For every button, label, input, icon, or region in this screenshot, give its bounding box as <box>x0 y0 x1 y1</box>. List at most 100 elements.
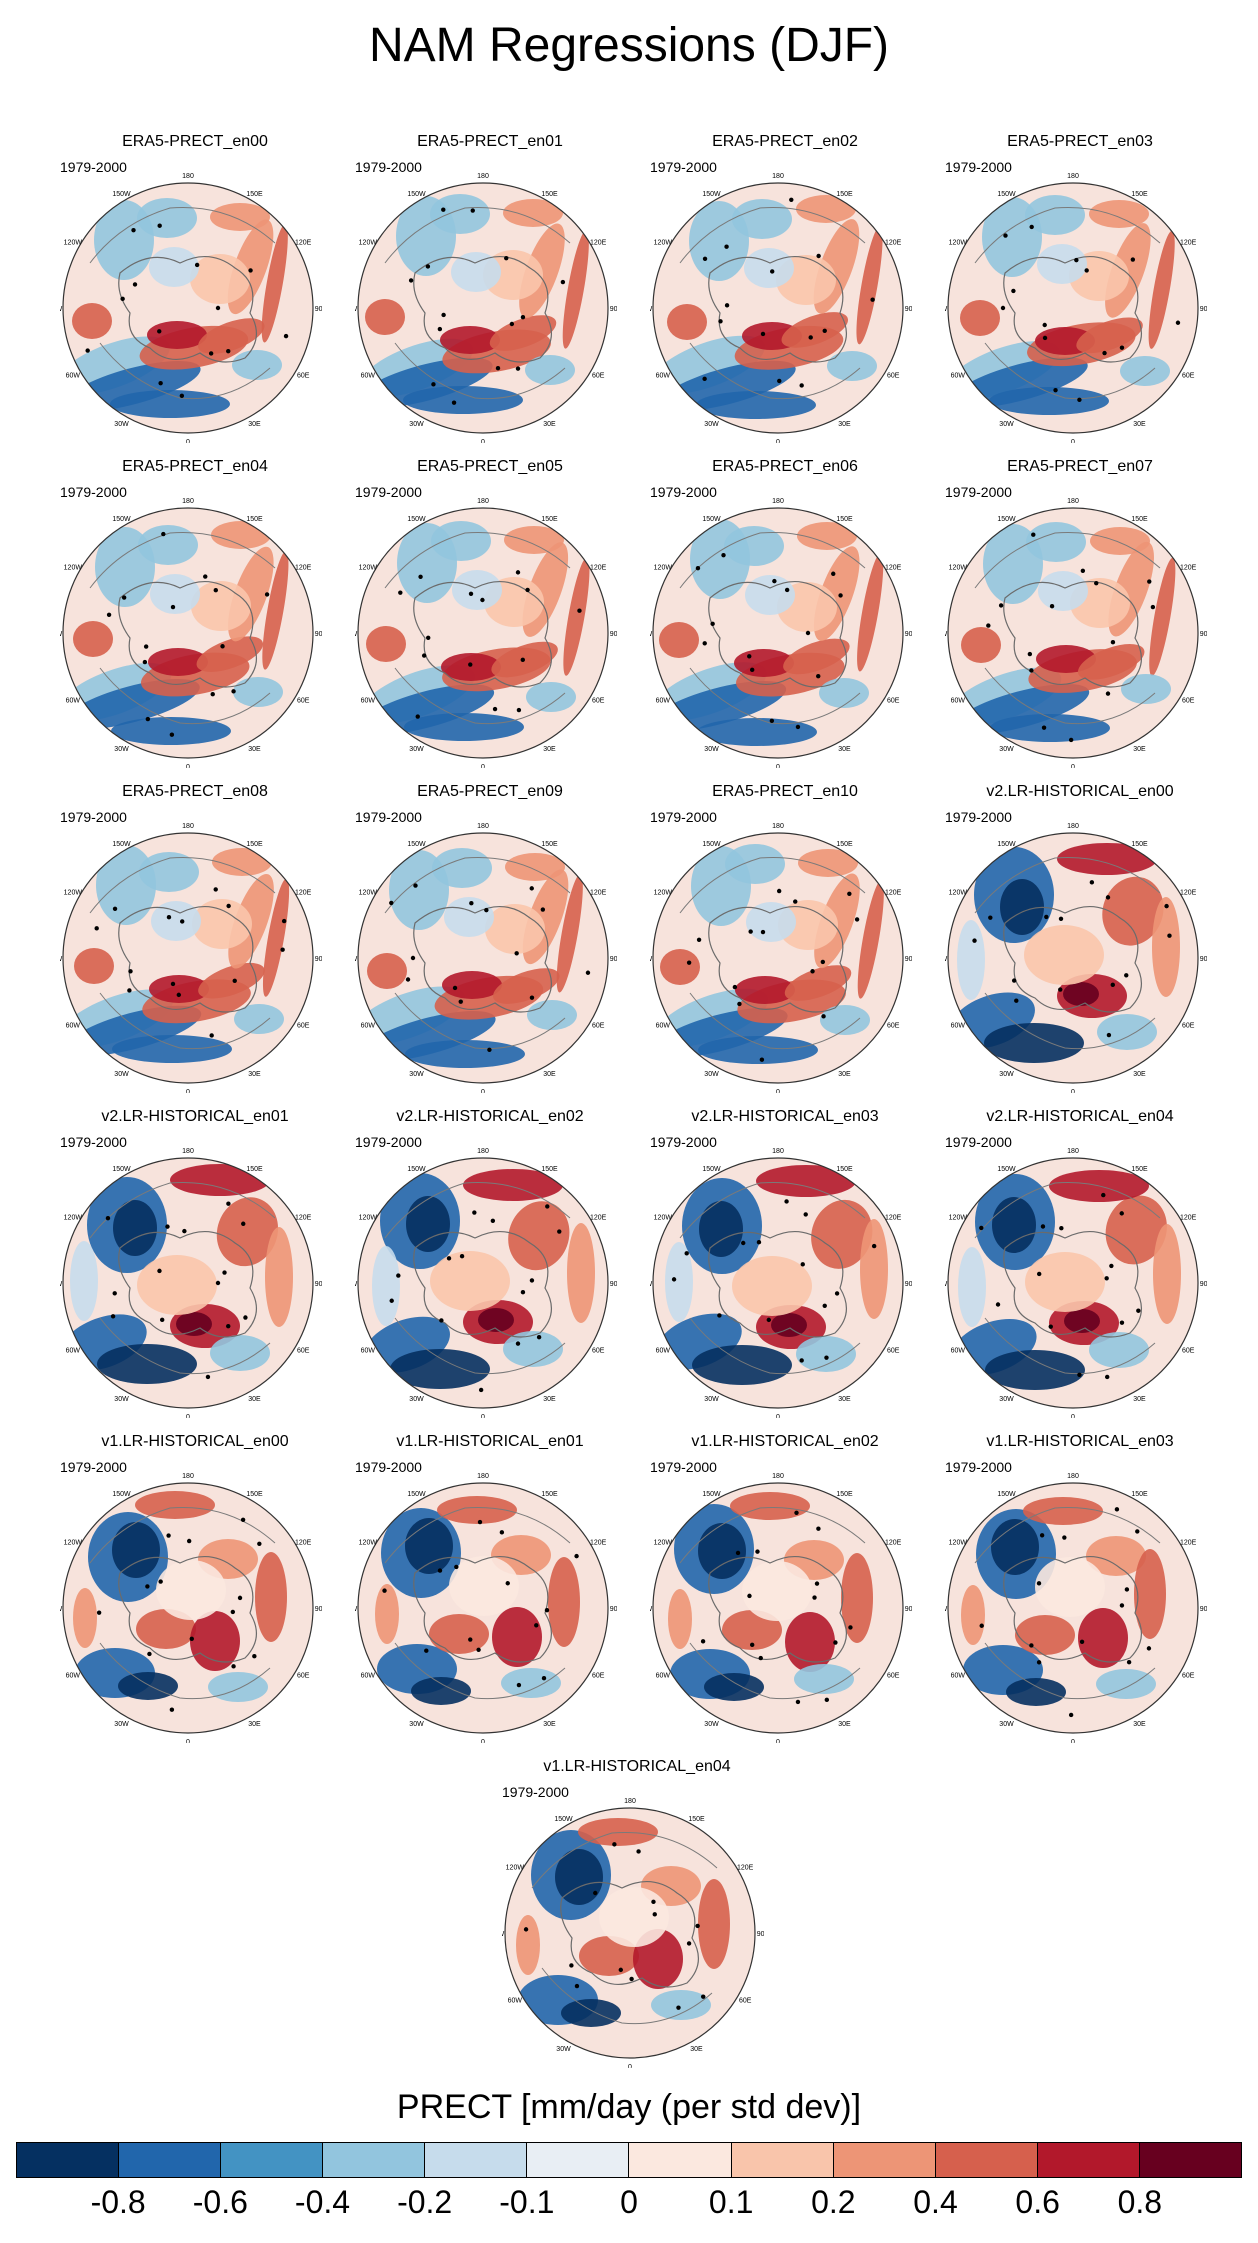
significance-dot <box>1040 1224 1046 1229</box>
anomaly-contour <box>660 949 700 985</box>
anomaly-contour <box>599 1887 669 1947</box>
anomaly-contour <box>525 355 575 385</box>
longitude-label: 90W <box>60 956 63 963</box>
map-panel: ERA5-PRECT_en01 180 150E 120E 90E 60E 30E 0 30W 6… <box>355 133 625 443</box>
longitude-label: 30E <box>1133 746 1146 753</box>
map-boundary <box>652 1157 904 1409</box>
panel-title: v2.LR-HISTORICAL_en04 <box>986 1108 1174 1125</box>
anomaly-contour <box>430 1251 510 1311</box>
longitude-label: 150E <box>836 1166 853 1173</box>
longitude-label: 150W <box>407 1166 426 1173</box>
polar-map: 180 150E 120E 90E 60E 30E 0 30W 60W 90W 120W 150W <box>945 823 1207 1093</box>
longitude-label: 120W <box>64 1215 83 1222</box>
coastline <box>679 856 866 1050</box>
map-panel: v2.LR-HISTORICAL_en01 180 150E 120E 90E 60E 30… <box>60 1108 330 1418</box>
significance-dot <box>1042 335 1048 341</box>
longitude-label: 30E <box>838 1721 851 1728</box>
anomaly-contour <box>503 1331 563 1367</box>
significance-dot <box>1114 1507 1120 1512</box>
significance-dot <box>405 977 411 982</box>
panel-period: 1979-2000 <box>945 1134 1012 1150</box>
panel-title: ERA5-PRECT_en01 <box>417 133 563 150</box>
significance-dot <box>593 1890 598 1896</box>
longitude-label: 180 <box>1067 498 1079 505</box>
significance-dot <box>132 282 138 287</box>
anomaly-contour <box>198 962 265 999</box>
significance-dot <box>96 1610 102 1615</box>
significance-dot <box>1089 880 1095 885</box>
coastline <box>89 856 276 1050</box>
longitude-label: 30E <box>248 1396 261 1403</box>
anomaly-contour <box>113 1200 157 1256</box>
longitude-label: 60E <box>887 1023 900 1030</box>
significance-dot <box>157 223 162 228</box>
longitude-label: 60E <box>297 698 310 705</box>
anomaly-contour <box>957 920 985 1000</box>
longitude-label: 150E <box>688 1816 705 1823</box>
anomaly-contour <box>856 226 883 345</box>
coastline <box>118 581 257 688</box>
significance-dot <box>492 706 498 712</box>
polar-map: 180 150E 120E 90E 60E 30E 0 30W 60W 90W 120W 150W <box>60 823 322 1093</box>
longitude-label: 90W <box>650 306 653 313</box>
significance-dot <box>1110 640 1116 645</box>
significance-dot <box>541 1675 547 1681</box>
significance-dot <box>1109 1263 1114 1269</box>
significance-dot <box>766 1317 772 1323</box>
polar-map: 180 150E 120E 90E 60E 30E 0 30W 60W 90W 120W 150W <box>945 1473 1207 1743</box>
anomaly-contour <box>958 1247 986 1327</box>
panel-period: 1979-2000 <box>945 484 1012 500</box>
longitude-label: 120E <box>1180 1540 1197 1547</box>
anomaly-contour <box>857 880 884 999</box>
anomaly-contour <box>1038 571 1088 611</box>
significance-dot <box>756 1240 762 1245</box>
panel-period: 1979-2000 <box>650 159 717 175</box>
longitude-label: 150W <box>702 191 721 198</box>
longitude-label: 90W <box>355 1606 358 1613</box>
anomaly-contour <box>485 904 545 954</box>
colorbar-tick-label: 0.1 <box>708 2184 754 2220</box>
significance-dot <box>525 587 530 593</box>
significance-dot <box>281 918 287 924</box>
significance-dot <box>1146 1646 1152 1651</box>
significance-dot <box>718 319 723 324</box>
significance-dot <box>186 1538 192 1544</box>
longitude-label: 30W <box>409 421 424 428</box>
longitude-label: 150W <box>702 516 721 523</box>
longitude-label: 120W <box>654 890 673 897</box>
anomaly-contour <box>692 1345 792 1385</box>
significance-dot <box>495 365 501 371</box>
longitude-label: 90W <box>945 1606 948 1613</box>
anomaly-contour <box>732 199 792 239</box>
map-panel: ERA5-PRECT_en05 180 150E 120E 90E 60E 30E 0 30W 6… <box>355 458 625 768</box>
anomaly-contour <box>698 1523 746 1579</box>
panel-title: v2.LR-HISTORICAL_en03 <box>691 1108 879 1125</box>
anomaly-contour <box>778 900 838 950</box>
significance-dot <box>1042 322 1047 328</box>
anomaly-contour <box>1148 230 1175 349</box>
significance-dot <box>446 1256 452 1261</box>
longitude-label: 60E <box>592 1023 605 1030</box>
polar-map: 180 150E 120E 90E 60E 30E 0 30W 60W 90W 120W 150W <box>60 1148 322 1418</box>
significance-dot <box>529 886 534 891</box>
map-panel: v1.LR-HISTORICAL_en00 180 150E 120E 90E 60E 30… <box>60 1433 330 1743</box>
longitude-label: 180 <box>182 1473 194 1480</box>
significance-dot <box>700 1639 706 1644</box>
longitude-label: 30W <box>114 1396 129 1403</box>
longitude-label: 30W <box>704 1396 719 1403</box>
anomaly-contour <box>190 1611 240 1671</box>
anomaly-contour <box>149 975 209 1003</box>
anomaly-contour <box>492 1607 542 1667</box>
anomaly-contour <box>704 1673 764 1701</box>
longitude-label: 0 <box>186 1414 190 1418</box>
significance-dot <box>208 351 214 356</box>
map-boundary <box>947 507 1199 759</box>
significance-dot <box>231 689 236 694</box>
significance-dot <box>695 1923 700 1929</box>
longitude-label: 90E <box>757 1931 764 1938</box>
anomaly-contour <box>1089 1332 1149 1368</box>
longitude-label: 150E <box>541 191 558 198</box>
significance-dot <box>1029 668 1034 673</box>
significance-dot <box>1074 257 1079 263</box>
coastline <box>560 1881 699 1988</box>
